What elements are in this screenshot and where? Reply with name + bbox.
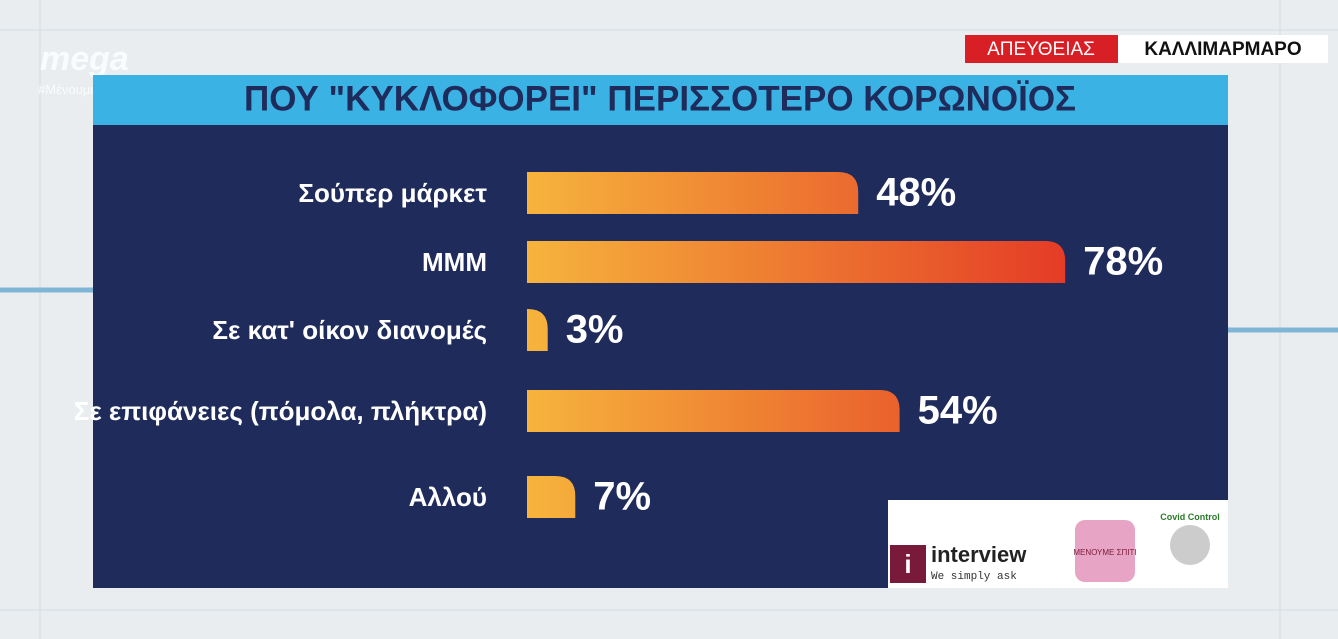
value-label: 54% <box>918 389 998 433</box>
live-badge <box>965 35 1118 63</box>
location-text: ΚΑΛΛΙΜΑΡΜΑΡΟ <box>1144 39 1301 60</box>
covid-figure <box>1170 525 1210 565</box>
interview-tagline: We simply ask <box>931 571 1017 583</box>
title-bar <box>93 75 1228 125</box>
category-label: Σε κατ' οίκον διανομές <box>212 315 487 345</box>
category-label: Σε επιφάνειες (πόμολα, πλήκτρα) <box>73 396 487 426</box>
interview-logo: interview <box>931 542 1027 567</box>
interview-icon <box>890 545 926 583</box>
channel-logo: mega <box>40 40 129 78</box>
live-text: ΑΠΕΥΘΕΙΑΣ <box>987 39 1095 60</box>
icon-letter: i <box>904 549 911 579</box>
chart-title: ΠΟΥ "ΚΥΚΛΟΦΟΡΕΙ" ΠΕΡΙΣΣΟΤΕΡΟ ΚΟΡΩΝΟΪΟΣ <box>244 79 1076 118</box>
stay-home-logo <box>1075 520 1135 582</box>
bar <box>527 172 859 214</box>
category-label: Σούπερ μάρκετ <box>298 178 487 208</box>
stay-home-text: ΜΕΝΟΥΜΕ ΣΠΙΤΙ <box>1073 548 1136 557</box>
value-label: 7% <box>593 475 651 519</box>
covid-text: Covid Control <box>1160 512 1220 522</box>
bar <box>527 241 1066 283</box>
bar <box>527 390 900 432</box>
location-badge <box>1118 35 1328 63</box>
category-label: Αλλού <box>408 482 487 512</box>
bar <box>527 476 576 518</box>
category-label: ΜΜΜ <box>422 247 487 277</box>
value-label: 3% <box>566 308 624 352</box>
value-label: 78% <box>1083 240 1163 284</box>
logos: i interview We simply ask ΜΕΝΟΥΜΕ ΣΠΙΤΙ … <box>888 500 1228 588</box>
bar <box>527 309 548 351</box>
value-label: 48% <box>876 171 956 215</box>
